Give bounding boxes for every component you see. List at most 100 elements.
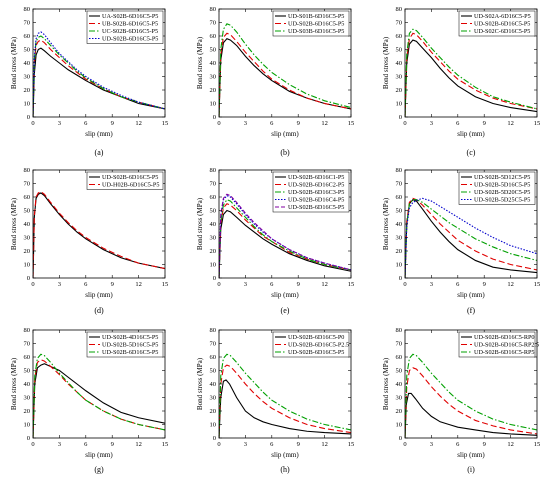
y-tick-label: 80 <box>396 327 403 334</box>
panel-label: (d) <box>94 306 104 315</box>
x-tick-label: 0 <box>31 281 34 288</box>
y-tick-label: 30 <box>210 395 217 402</box>
y-tick-label: 60 <box>396 194 403 201</box>
x-tick-label: 6 <box>456 281 460 288</box>
y-tick-label: 30 <box>210 74 217 81</box>
y-axis-title: Bond stress (MPa) <box>10 197 18 250</box>
y-tick-label: 70 <box>396 341 403 348</box>
legend-label: UD-S02B-6D16C5-P5 <box>288 349 344 356</box>
legend-label: UD-S02B-6D16C2-P5 <box>288 182 344 189</box>
y-axis-title: Bond stress (MPa) <box>196 197 204 250</box>
series-line <box>219 199 351 278</box>
y-tick-label: 30 <box>396 74 403 81</box>
y-tick-label: 20 <box>24 87 31 94</box>
y-tick-label: 80 <box>396 6 403 13</box>
y-tick-label: 70 <box>396 20 403 27</box>
x-tick-label: 9 <box>111 441 114 448</box>
chart-panel: 0 3 6 9 12 15 0 10 20 30 40 50 60 70 80 slip (mm) Bond s… <box>382 6 540 157</box>
x-tick-label: 6 <box>270 441 274 448</box>
y-tick-label: 30 <box>24 395 31 402</box>
legend-label: UC-S02B-6D16C5-P5 <box>102 28 158 35</box>
series-line <box>33 35 165 117</box>
y-tick-label: 80 <box>210 167 217 174</box>
legend-label: UD-S02B-5D25C5-P5 <box>474 197 530 204</box>
legend-label: UD-H02B-6D16C5-P5 <box>102 182 159 189</box>
y-tick-label: 10 <box>24 422 31 429</box>
x-tick-label: 6 <box>270 120 274 127</box>
series-line <box>219 379 351 438</box>
y-axis-title: Bond stress (MPa) <box>10 36 18 89</box>
y-tick-label: 40 <box>210 381 217 388</box>
y-tick-label: 60 <box>24 354 31 361</box>
x-tick-label: 15 <box>162 441 169 448</box>
legend-label: UD-S02B-6D16C5-P5 <box>102 349 158 356</box>
panel-label: (a) <box>95 148 104 157</box>
y-tick-label: 10 <box>396 422 403 429</box>
x-tick-label: 3 <box>58 120 61 127</box>
x-tick-label: 3 <box>430 441 433 448</box>
series-line <box>405 197 537 278</box>
x-tick-label: 15 <box>348 120 355 127</box>
x-tick-label: 12 <box>135 281 142 288</box>
y-tick-label: 10 <box>210 262 217 269</box>
legend-box <box>86 171 164 190</box>
y-tick-label: 80 <box>24 167 31 174</box>
panel-label: (c) <box>467 148 476 157</box>
y-tick-label: 40 <box>396 60 403 67</box>
legend-label: UD-S02B-6D16C3-P5 <box>288 189 344 196</box>
x-tick-label: 9 <box>297 120 300 127</box>
x-tick-label: 6 <box>270 281 274 288</box>
series-line <box>405 39 537 117</box>
y-axis-title: Bond stress (MPa) <box>382 197 390 250</box>
x-tick-label: 3 <box>244 441 247 448</box>
series-line <box>33 47 165 117</box>
legend-label: UD-S02B-5D16C5-P5 <box>474 182 530 189</box>
x-axis-title: slip (mm) <box>271 130 299 138</box>
x-axis-title: slip (mm) <box>271 451 299 459</box>
panel-label: (h) <box>280 465 290 474</box>
x-tick-label: 6 <box>84 120 88 127</box>
x-tick-label: 15 <box>162 120 169 127</box>
y-tick-label: 0 <box>213 114 216 121</box>
x-tick-label: 0 <box>31 441 34 448</box>
y-tick-label: 20 <box>24 248 31 255</box>
x-tick-label: 0 <box>403 281 406 288</box>
y-tick-label: 50 <box>24 47 31 54</box>
x-tick-label: 0 <box>403 441 406 448</box>
y-tick-label: 40 <box>24 221 31 228</box>
panel-label: (e) <box>281 306 290 315</box>
y-tick-label: 80 <box>396 167 403 174</box>
y-tick-label: 60 <box>24 33 31 40</box>
series-line <box>33 39 165 117</box>
x-tick-label: 9 <box>111 281 114 288</box>
y-tick-label: 10 <box>396 262 403 269</box>
legend-label: UD-S02B-6D16C4-P5 <box>288 197 344 204</box>
chart-panel: 0 3 6 9 12 15 0 10 20 30 40 50 60 70 80 slip (mm) Bond s… <box>196 327 354 474</box>
y-tick-label: 30 <box>396 395 403 402</box>
series-line <box>405 353 537 438</box>
x-tick-label: 3 <box>244 281 247 288</box>
y-tick-label: 40 <box>396 221 403 228</box>
x-tick-label: 9 <box>297 281 300 288</box>
x-tick-label: 12 <box>135 441 142 448</box>
y-tick-label: 50 <box>210 208 217 215</box>
series-line <box>33 192 165 278</box>
y-tick-label: 50 <box>24 208 31 215</box>
x-axis-title: slip (mm) <box>457 130 485 138</box>
y-tick-label: 40 <box>210 60 217 67</box>
x-tick-label: 0 <box>31 120 34 127</box>
series-line <box>219 23 351 117</box>
x-tick-label: 0 <box>217 441 220 448</box>
y-tick-label: 10 <box>210 101 217 108</box>
y-tick-label: 40 <box>24 60 31 67</box>
y-tick-label: 50 <box>24 368 31 375</box>
x-tick-label: 0 <box>403 120 406 127</box>
x-tick-label: 9 <box>111 120 114 127</box>
y-tick-label: 0 <box>399 435 402 442</box>
series-line <box>405 367 537 438</box>
y-tick-label: 60 <box>396 354 403 361</box>
y-tick-label: 40 <box>210 221 217 228</box>
chart-panel: 0 3 6 9 12 15 0 10 20 30 40 50 60 70 80 slip (mm) Bond s… <box>382 327 540 474</box>
legend-label: UD-S02B-5D20C5-P5 <box>474 189 530 196</box>
